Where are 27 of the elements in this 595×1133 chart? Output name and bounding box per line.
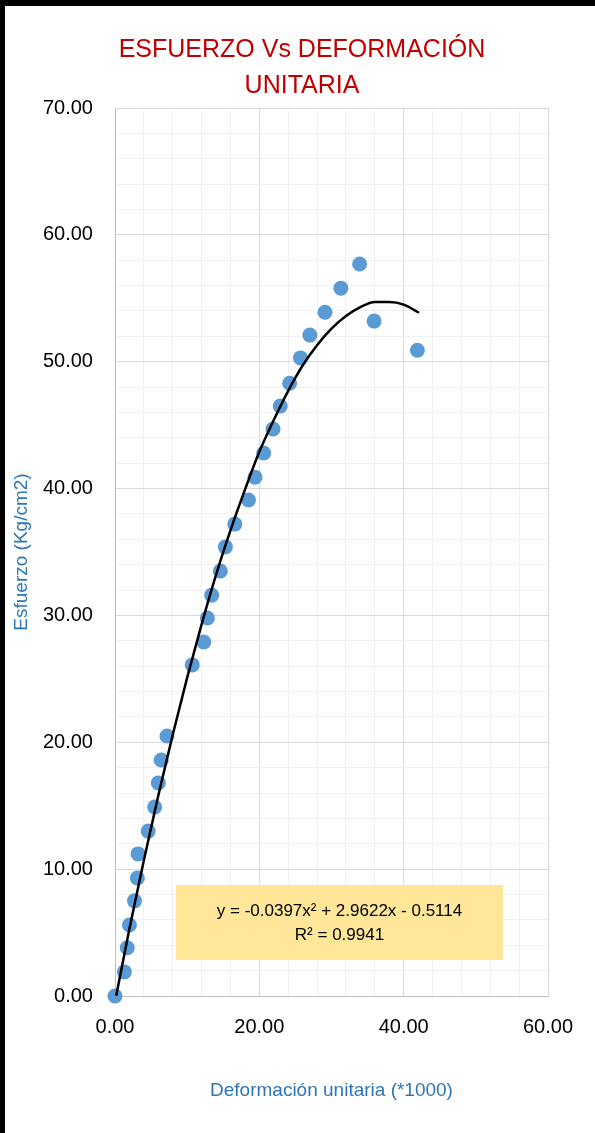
y-tick-label: 60.00 [42,222,93,245]
point [317,304,333,320]
y-axis-title: Esfuerzo (Kg/cm2) [9,473,31,631]
point [302,327,318,343]
y-tick-label: 10.00 [42,856,93,879]
point [130,846,146,862]
point [241,492,257,508]
note-panel: y = -0.0397x² + 2.9622x - 0.5114 R² = 0.9941 [176,885,503,961]
annotation: R² = 0.9941 [294,923,385,946]
y-tick-label: 30.00 [42,602,93,625]
annotation: y = -0.0397x² + 2.9622x - 0.5114 [216,899,463,922]
point [333,280,349,296]
point [352,256,368,272]
y-tick-label: 70.00 [42,95,93,118]
y-tick-label: 40.00 [42,476,93,499]
x-tick-label: 60.00 [522,1014,574,1037]
x-axis-title: Deformación unitaria (*1000) [210,1078,453,1100]
x-tick-label: 40.00 [378,1014,429,1037]
point [366,313,382,329]
point [409,342,425,358]
point [196,634,212,650]
chart-title: ESFUERZO Vs DEFORMACIÓN UNITARIA [117,33,487,100]
y-tick-label: 0.00 [54,983,93,1006]
x-tick-label: 20.00 [234,1014,285,1037]
y-tick-label: 50.00 [42,349,93,372]
y-tick-label: 20.00 [42,729,93,752]
x-tick-label: 0.00 [95,1014,135,1037]
